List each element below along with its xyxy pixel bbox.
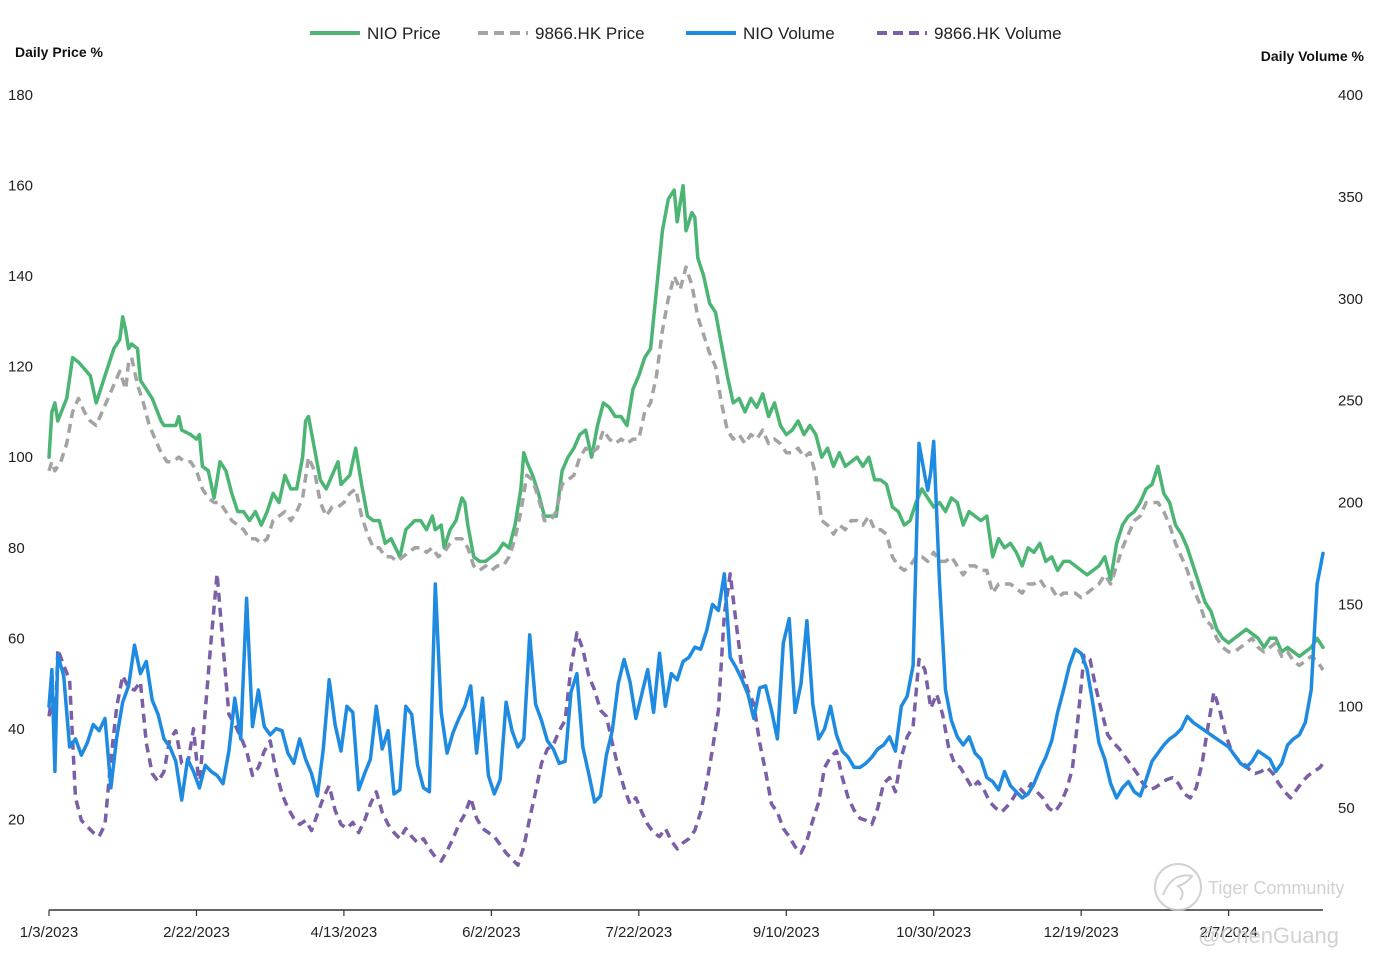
right-axis-title: Daily Volume % [1261, 48, 1365, 64]
left-tick-label: 60 [8, 630, 25, 647]
x-tick-label: 12/19/2023 [1044, 924, 1119, 941]
tiger-logo-icon [1154, 863, 1202, 911]
x-tick-label: 10/30/2023 [896, 924, 971, 941]
legend-label-nio-price: NIO Price [367, 24, 441, 43]
left-axis-title: Daily Price % [15, 44, 103, 60]
legend-item-nio-price: NIO Price [310, 24, 441, 43]
watermark: Tiger Community @ChenGuang [1154, 863, 1344, 948]
left-tick-label: 160 [8, 178, 33, 195]
legend-label-nio-volume: NIO Volume [743, 24, 835, 43]
series-line-nio-volume [47, 439, 1325, 804]
left-tick-label: 80 [8, 540, 25, 557]
series-line-9866-hk-price [47, 265, 1325, 671]
right-tick-label: 250 [1338, 393, 1363, 410]
left-axis-ticks: 20 40 60 80 100 120 140 160 180 [8, 87, 33, 828]
x-tick-label: 1/3/2023 [20, 924, 78, 941]
left-tick-label: 140 [8, 268, 33, 285]
x-tick-label: 4/13/2023 [311, 924, 378, 941]
left-tick-label: 40 [8, 721, 25, 738]
watermark-brand: Tiger Community [1208, 878, 1344, 898]
series-line-nio-price [47, 183, 1325, 659]
legend-item-hk-price: 9866.HK Price [478, 24, 645, 43]
series-line-9866-hk-volume [47, 572, 1325, 867]
right-axis-ticks: 50 100 150 200 250 300 350 400 [1338, 87, 1363, 817]
right-tick-label: 100 [1338, 698, 1363, 715]
watermark-user: @ChenGuang [1198, 923, 1339, 948]
x-tick-label: 7/22/2023 [605, 924, 672, 941]
x-tick-label: 2/22/2023 [163, 924, 230, 941]
x-tick-label: 9/10/2023 [753, 924, 820, 941]
legend-label-hk-volume: 9866.HK Volume [934, 24, 1062, 43]
x-tick-label: 6/2/2023 [462, 924, 520, 941]
legend-item-nio-volume: NIO Volume [686, 24, 835, 43]
right-tick-label: 200 [1338, 495, 1363, 512]
left-tick-label: 100 [8, 449, 33, 466]
legend-label-hk-price: 9866.HK Price [535, 24, 645, 43]
right-tick-label: 400 [1338, 87, 1363, 104]
series-layer [47, 183, 1325, 867]
legend: NIO Price 9866.HK Price NIO Volume 9866.… [310, 24, 1062, 43]
legend-item-hk-volume: 9866.HK Volume [877, 24, 1062, 43]
left-tick-label: 20 [8, 811, 25, 828]
x-axis-ticks: 1/3/2023 2/22/2023 4/13/2023 6/2/2023 7/22/2… [20, 910, 1258, 941]
right-tick-label: 150 [1338, 596, 1363, 613]
right-tick-label: 300 [1338, 291, 1363, 308]
right-tick-label: 350 [1338, 189, 1363, 206]
x-tick-label: 2/7/2024 [1199, 924, 1257, 941]
left-tick-label: 120 [8, 359, 33, 376]
left-tick-label: 180 [8, 87, 33, 104]
right-tick-label: 50 [1338, 800, 1355, 817]
